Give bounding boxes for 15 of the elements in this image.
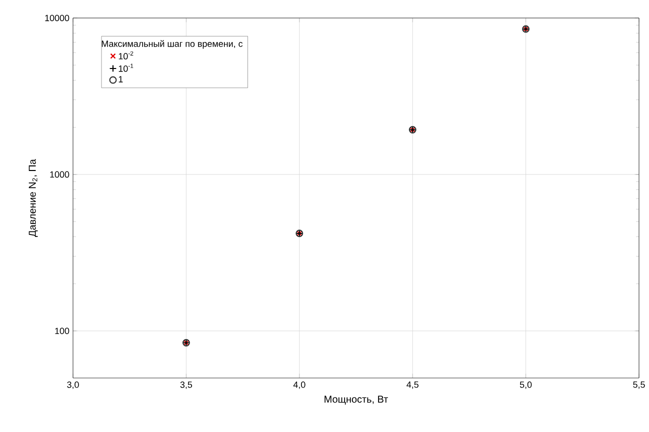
x-tick-label: 4,0 [293,382,306,389]
y-axis-title: Давление N$_{2}$, Па [28,159,38,237]
y-tick-label: 10000 [45,14,70,22]
legend-title: Максимальный шаг по времени, с [102,40,243,49]
x-axis-title: Мощность, Вт [324,396,388,405]
x-tick-label: 5,5 [633,382,645,389]
x-tick-label: 5,0 [520,382,532,389]
y-tick-label: 1000 [50,171,70,178]
x-tick-label: 3,0 [67,382,79,389]
x-tick-label: 3,5 [180,382,192,389]
x-tick-label: 4,5 [406,382,418,389]
legend-label: 10$^{-1}$ [118,64,134,72]
legend-label: 1 [118,76,123,82]
legend-label: 10$^{-2}$ [118,51,134,60]
y-tick-label: 100 [55,328,70,334]
